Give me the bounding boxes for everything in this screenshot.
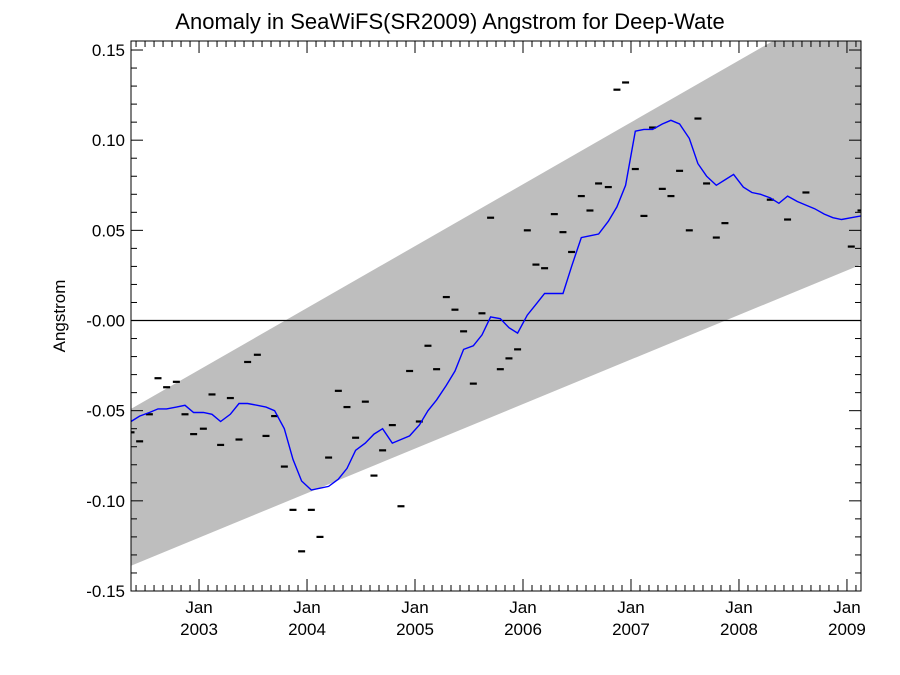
series-markers — [131, 81, 861, 553]
y-axis: 0.15 0.10 0.05 -0.00 -0.05 -0.10 -0.15 — [86, 41, 861, 601]
x-tick-year-label: 2004 — [288, 620, 326, 639]
y-axis-label: Angstrom — [50, 280, 69, 353]
y-tick-label: -0.10 — [86, 492, 125, 511]
x-tick-month-label: Jan — [509, 598, 536, 617]
x-tick-year-label: 2008 — [720, 620, 758, 639]
confidence-band — [131, 41, 861, 566]
x-tick-month-label: Jan — [293, 598, 320, 617]
x-tick-year-label: 2005 — [396, 620, 434, 639]
x-tick-month-label: Jan — [617, 598, 644, 617]
y-tick-label: 0.05 — [92, 221, 125, 240]
plot-area — [131, 41, 861, 566]
x-axis: Jan 2003 Jan 2004 Jan 2005 Jan 2006 Jan 2007 Jan 20… — [135, 41, 866, 639]
series-line — [131, 119, 861, 491]
y-tick-label: -0.00 — [86, 312, 125, 331]
x-tick-month-label: Jan — [725, 598, 752, 617]
x-tick-year-label: 2007 — [612, 620, 650, 639]
y-tick-label: -0.15 — [86, 582, 125, 601]
x-tick-year-label: 2009 — [828, 620, 866, 639]
x-tick-year-label: 2003 — [180, 620, 218, 639]
y-tick-label: -0.05 — [86, 402, 125, 421]
chart-title: Anomaly in SeaWiFS(SR2009) Angstrom for … — [175, 9, 724, 34]
y-tick-label: 0.15 — [92, 41, 125, 60]
x-tick-month-label: Jan — [401, 598, 428, 617]
y-tick-label: 0.10 — [92, 131, 125, 150]
x-tick-year-label: 2006 — [504, 620, 542, 639]
x-tick-month-label: Jan — [185, 598, 212, 617]
x-tick-month-label: Jan — [833, 598, 860, 617]
